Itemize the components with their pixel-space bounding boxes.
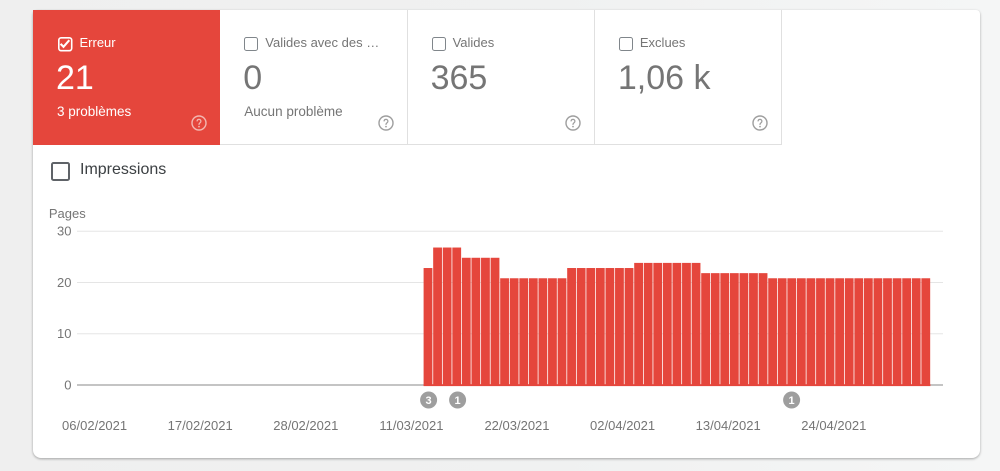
svg-text:13/04/2021: 13/04/2021 [696,418,761,433]
svg-text:1: 1 [789,395,795,407]
svg-text:10: 10 [57,326,71,341]
svg-text:Pages: Pages [49,206,86,221]
svg-text:20: 20 [57,275,71,290]
svg-text:28/02/2021: 28/02/2021 [273,418,338,433]
svg-text:11/03/2021: 11/03/2021 [379,418,443,433]
svg-text:0: 0 [64,377,71,392]
svg-text:1: 1 [455,395,461,407]
svg-text:17/02/2021: 17/02/2021 [168,418,233,433]
svg-text:30: 30 [57,224,71,239]
svg-text:3: 3 [426,395,432,407]
svg-text:22/03/2021: 22/03/2021 [484,418,549,433]
svg-text:06/02/2021: 06/02/2021 [62,418,127,433]
svg-text:24/04/2021: 24/04/2021 [801,418,866,433]
svg-text:02/04/2021: 02/04/2021 [590,418,655,433]
